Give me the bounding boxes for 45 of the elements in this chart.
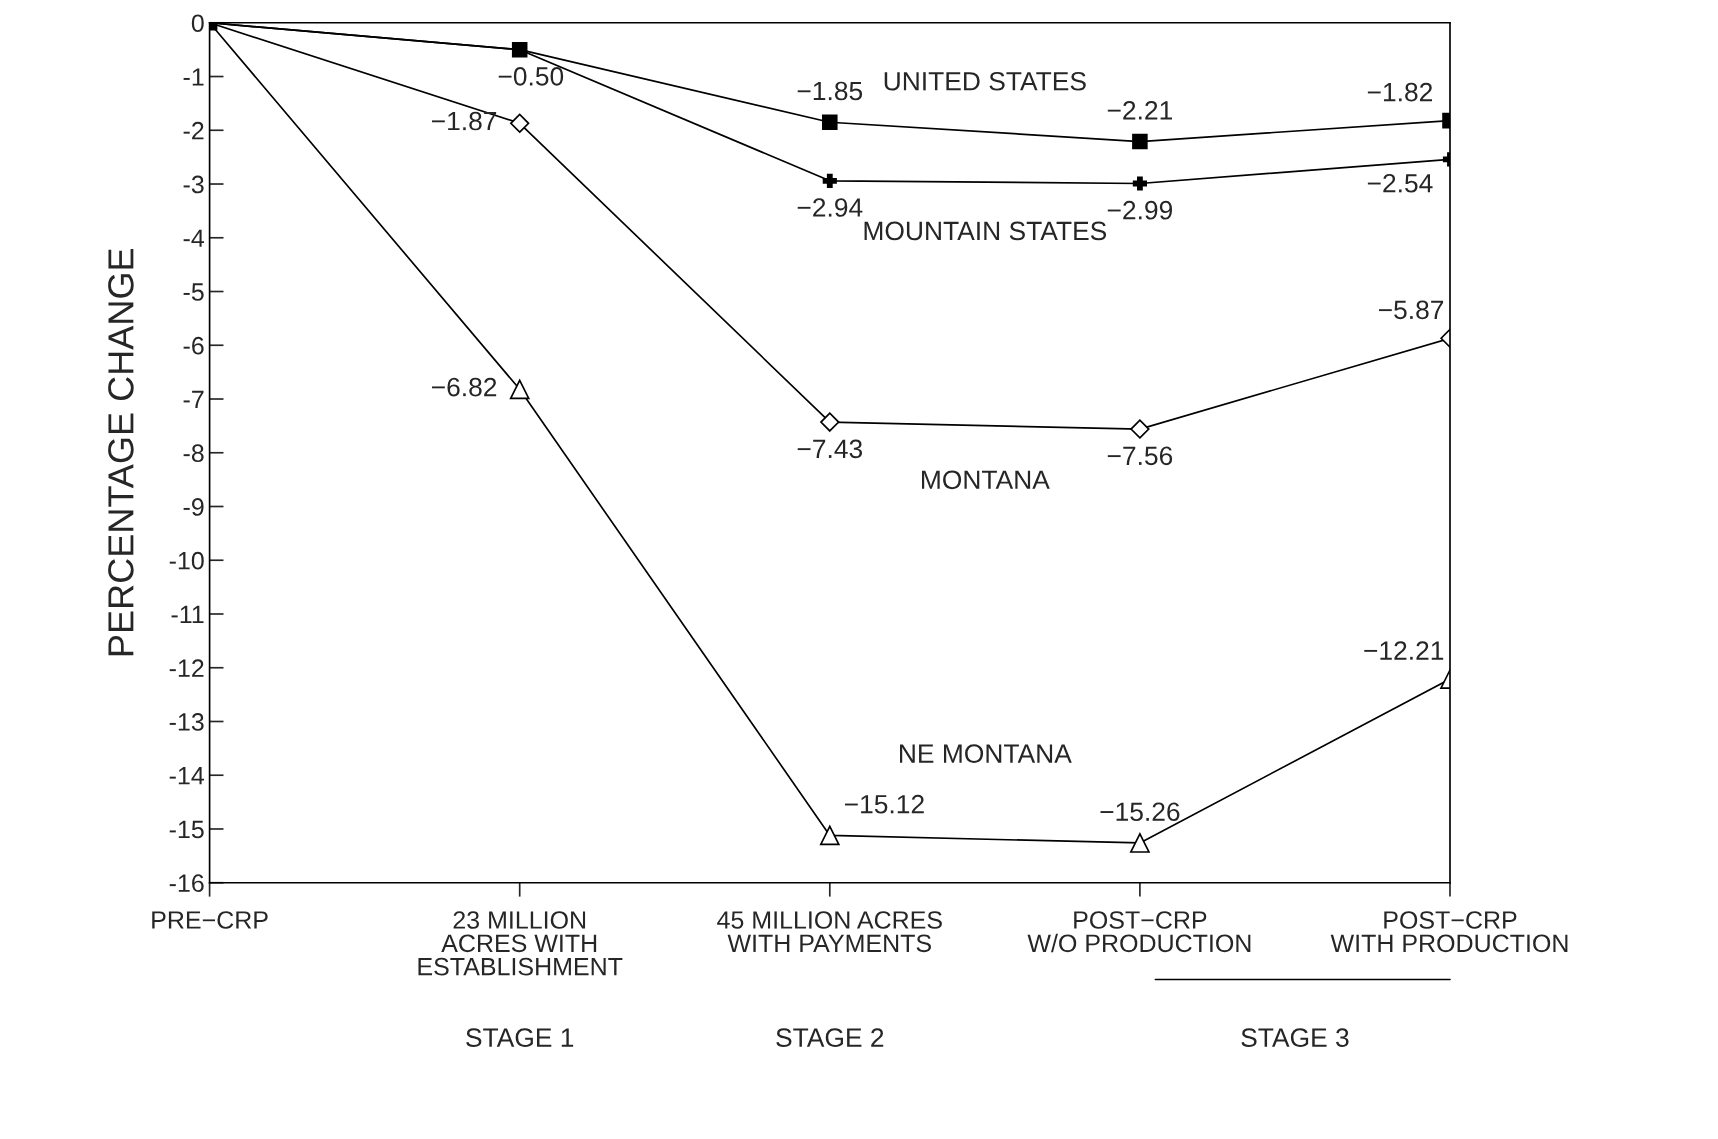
data-label: −7.43 <box>797 439 863 459</box>
y-tick-label: -1 <box>183 68 204 86</box>
y-tick-label: -13 <box>169 713 204 731</box>
series-label: UNITED STATES <box>884 71 1086 91</box>
y-axis-title: PERCENTAGE CHANGE <box>108 248 134 656</box>
y-tick-label: -3 <box>183 175 204 194</box>
data-label: −12.21 <box>1364 641 1444 660</box>
y-tick-label: -5 <box>183 283 204 301</box>
y-tick-label: -4 <box>183 229 205 247</box>
data-label: −0.50 <box>498 67 564 86</box>
text: STAGE 1 <box>466 1028 574 1047</box>
y-tick-label: -7 <box>183 390 204 409</box>
y-tick-label: -11 <box>171 605 204 624</box>
x-tick-label: POST−CRP WITH PRODUCTION <box>1330 911 1568 953</box>
data-label: −1.87 <box>432 111 497 131</box>
y-tick-label: -12 <box>169 659 204 677</box>
text: STAGE 3 <box>1241 1028 1349 1047</box>
data-label: −7.56 <box>1107 446 1173 466</box>
y-tick-label: -2 <box>183 121 204 140</box>
data-label: −1.85 <box>797 81 863 101</box>
y-tick-label: -15 <box>169 820 204 839</box>
data-label: −15.26 <box>1100 802 1180 822</box>
y-tick-label: -8 <box>183 444 204 463</box>
y-tick-label: 0 <box>191 14 204 33</box>
data-label: −5.87 <box>1378 300 1444 320</box>
y-tick-label: -9 <box>183 498 204 516</box>
y-tick-label: -10 <box>169 551 204 570</box>
y-tick-label: -14 <box>169 767 205 785</box>
series-label: MONTANA <box>922 470 1050 490</box>
data-label: −2.54 <box>1367 173 1433 193</box>
data-label: −6.82 <box>432 377 497 397</box>
text: NE MONTANA <box>900 744 1072 763</box>
x-tick-label: PRE−CRP <box>152 911 268 929</box>
x-tick-label: 23 MILLION ACRES WITH ESTABLISHMENT <box>418 911 623 976</box>
x-tick-label: 45 MILLION ACRES WITH PAYMENTS <box>717 911 942 953</box>
text: STAGE 2 <box>776 1028 884 1047</box>
x-tick-label: POST−CRP W/O PRODUCTION <box>1027 911 1251 953</box>
data-label: −2.99 <box>1107 200 1173 220</box>
y-tick-label: -6 <box>183 336 204 355</box>
data-label: −2.94 <box>797 198 863 217</box>
data-label: −2.21 <box>1107 100 1172 120</box>
data-label: −15.12 <box>844 794 924 814</box>
series-label: MOUNTAIN STATES <box>864 221 1107 241</box>
data-label: −1.82 <box>1367 82 1432 102</box>
y-tick-label: -16 <box>169 874 204 893</box>
